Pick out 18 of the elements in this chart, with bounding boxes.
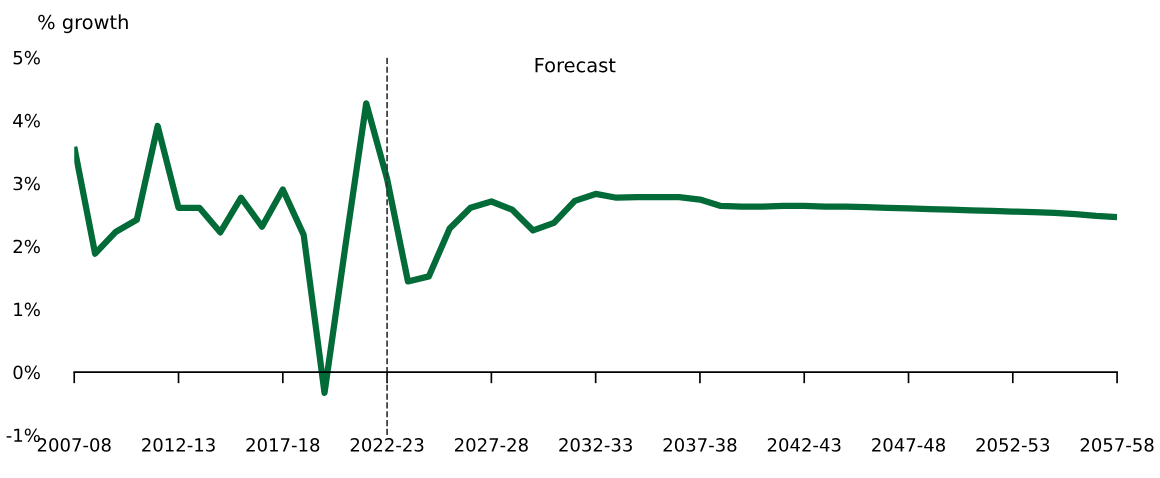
y-tick-label: 2% <box>13 239 40 254</box>
x-tick-label: 2042-43 <box>767 438 841 452</box>
y-tick-label: 3% <box>13 176 40 191</box>
annotation: Forecast <box>535 57 616 73</box>
x-tick-label: 2017-18 <box>246 438 320 452</box>
y-tick-label: 5% <box>13 50 40 65</box>
y-tick-label: 4% <box>13 113 40 128</box>
x-tick-label: 2047-48 <box>872 438 945 452</box>
x-tick-label: 2027-28 <box>454 438 528 452</box>
y-tick-label: 0% <box>13 365 40 380</box>
y-axis-title: % growth <box>38 14 128 34</box>
x-tick-label: 2057-58 <box>1080 438 1154 452</box>
x-tick-label: 2022-23 <box>350 438 424 452</box>
x-tick-label: 2037-38 <box>663 438 737 452</box>
x-tick-label: 2012-13 <box>142 438 215 452</box>
x-tick-label: 2052-53 <box>976 438 1050 452</box>
y-tick-label: 1% <box>14 302 40 317</box>
x-tick-label: 2032-33 <box>559 438 632 452</box>
